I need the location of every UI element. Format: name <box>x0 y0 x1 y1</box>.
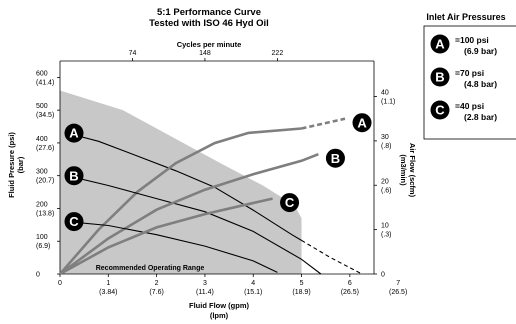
top-tick-label: 222 <box>272 50 284 57</box>
x-tick-sublabel: (3.84) <box>99 289 117 296</box>
legend-item-c-psi: =40 psi <box>455 101 484 111</box>
legend-item-a-bar: (6.9 bar) <box>464 46 497 56</box>
legend: Inlet Air Pressures A =100 psi(6.9 bar) B =… <box>423 12 516 140</box>
airflow-line-c <box>59 197 273 276</box>
x-tick-label: 2 <box>155 280 159 287</box>
airflow-line-b <box>59 152 319 276</box>
x-axis-label: Fluid Flow (gpm) <box>189 301 249 310</box>
airflow-marker-a-letter: A <box>357 115 367 130</box>
legend-marker-a <box>430 34 450 54</box>
pressure-line-c <box>67 221 278 273</box>
pressure-line-a <box>67 132 302 241</box>
x-tick-label: 4 <box>251 280 255 287</box>
chart-title: 5:1 Performance Curve <box>157 7 261 18</box>
legend-marker-a-letter: A <box>435 37 445 52</box>
x-tick-sublabel: (26.5) <box>389 289 407 296</box>
y-right-tick-label: 0 <box>381 272 385 279</box>
y-left-tick-sublabel: (13.8) <box>36 210 54 217</box>
y-right-tick-sublabel: (1.1) <box>381 99 395 106</box>
legend-item-c-bar: (2.8 bar) <box>464 112 497 122</box>
y-left-tick-label: 600 <box>36 70 48 77</box>
x-tick-sublabel: (7.6) <box>149 289 163 296</box>
airflow-line-a <box>59 127 302 275</box>
y-right-axis-unit-label: (m3/min) <box>399 154 408 186</box>
pressure-marker-a-letter: A <box>69 126 79 141</box>
x-axis-unit-label: (lpm) <box>210 311 229 320</box>
y-left-tick-label: 400 <box>36 136 48 143</box>
legend-marker-c-letter: C <box>435 103 445 118</box>
x-tick-sublabel: (18.9) <box>292 289 310 296</box>
y-left-axis-unit-label: (bar) <box>16 156 25 173</box>
y-left-tick-sublabel: (20.7) <box>36 178 54 185</box>
pressure-marker-b-letter: B <box>69 168 78 183</box>
series-markers-layer: A A B B C C <box>64 113 372 232</box>
legend-item-b-bar: (4.8 bar) <box>464 79 497 89</box>
y-right-tick-sublabel: (.8) <box>381 143 392 150</box>
y-left-tick-sublabel: (41.4) <box>36 79 54 86</box>
y-right-tick-label: 10 <box>381 223 389 230</box>
y-right-axis-label: Air Flow (scfm) <box>408 143 417 198</box>
y-right-tick-label: 20 <box>381 178 389 185</box>
y-left-tick-label: 100 <box>36 234 48 241</box>
airflow-line-a-dashed <box>301 117 346 130</box>
pressure-marker-c-letter: C <box>69 214 79 229</box>
top-tick-label: 74 <box>129 50 137 57</box>
airflow-marker-a <box>352 113 372 133</box>
y-left-tick-label: 0 <box>36 272 40 279</box>
x-tick-sublabel: (26.5) <box>341 289 359 296</box>
legend-marker-c <box>430 100 450 120</box>
operating-range-label: Recommended Operating Range <box>96 265 205 272</box>
airflow-marker-b-letter: B <box>331 151 340 166</box>
y-left-tick-sublabel: (34.5) <box>36 112 54 119</box>
legend-item-b-psi: =70 psi <box>455 68 484 78</box>
series-lines-layer <box>59 117 363 276</box>
top-axis-label: Cycles per minute <box>177 40 242 49</box>
x-tick-label: 6 <box>348 280 352 287</box>
pressure-line-a-dashed <box>301 239 363 275</box>
legend-marker-b <box>430 67 450 87</box>
airflow-marker-b <box>325 148 345 168</box>
pressure-line-b <box>67 175 322 275</box>
legend-marker-b-letter: B <box>435 70 444 85</box>
y-left-axis-label: Fluid Presure (psi) <box>7 132 16 198</box>
airflow-marker-c <box>280 193 300 213</box>
x-tick-sublabel: (11.4) <box>196 289 214 296</box>
y-left-tick-label: 500 <box>36 103 48 110</box>
y-right-tick-sublabel: (.3) <box>381 232 392 239</box>
y-right-tick-sublabel: (.6) <box>381 187 392 194</box>
y-left-tick-label: 200 <box>36 201 48 208</box>
pressure-marker-a <box>64 123 84 143</box>
top-tick-label: 148 <box>199 50 211 57</box>
y-right-tick-label: 30 <box>381 134 389 141</box>
airflow-marker-c-letter: C <box>285 195 295 210</box>
pressure-marker-b <box>64 166 84 186</box>
axes-layer: 0 1 (3.84) 2 (7.6) 3 (11.4) 4 (15.1) 5 (18.9) 6 (26.… <box>36 50 407 296</box>
legend-item-a-psi: =100 psi <box>455 35 489 45</box>
x-tick-label: 1 <box>106 280 110 287</box>
y-left-tick-sublabel: (6.9) <box>36 243 50 250</box>
x-tick-label: 3 <box>203 280 207 287</box>
x-tick-label: 7 <box>396 280 400 287</box>
x-tick-sublabel: (15.1) <box>244 289 262 296</box>
chart-subtitle: Tested with ISO 46 Hyd Oil <box>149 18 269 29</box>
y-left-tick-label: 300 <box>36 169 48 176</box>
x-tick-label: 5 <box>300 280 304 287</box>
y-right-tick-label: 40 <box>381 90 389 97</box>
legend-title: Inlet Air Pressures <box>426 12 505 22</box>
pressure-marker-c <box>64 212 84 232</box>
x-tick-label: 0 <box>58 280 62 287</box>
y-left-tick-sublabel: (27.6) <box>36 145 54 152</box>
